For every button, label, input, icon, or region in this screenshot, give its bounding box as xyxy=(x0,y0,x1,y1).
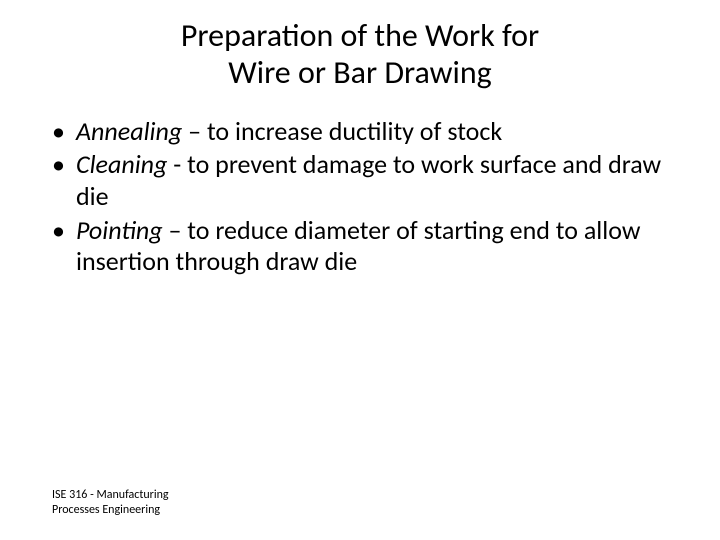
separator: – xyxy=(182,115,207,147)
term: Pointing xyxy=(76,214,163,246)
title-line-1: Preparation of the Work for xyxy=(181,16,539,55)
term: Annealing xyxy=(76,115,182,147)
list-item: Annealing – to increase ductility of sto… xyxy=(52,116,684,148)
description: to increase ductility of stock xyxy=(207,115,502,147)
footer-line-2: Processes Engineering xyxy=(52,503,160,517)
list-item: Cleaning - to prevent damage to work sur… xyxy=(52,149,684,212)
slide-footer: ISE 316 - Manufacturing Processes Engine… xyxy=(52,488,169,518)
list-item: Pointing – to reduce diameter of startin… xyxy=(52,215,684,278)
slide-body: Annealing – to increase ductility of sto… xyxy=(0,92,720,279)
term: Cleaning xyxy=(76,148,167,180)
separator: - xyxy=(167,148,187,180)
slide-title: Preparation of the Work for Wire or Bar … xyxy=(0,0,720,92)
footer-line-1: ISE 316 - Manufacturing xyxy=(52,488,169,502)
bullet-list: Annealing – to increase ductility of sto… xyxy=(52,116,684,279)
separator: – xyxy=(163,214,188,246)
title-line-2: Wire or Bar Drawing xyxy=(228,53,491,92)
